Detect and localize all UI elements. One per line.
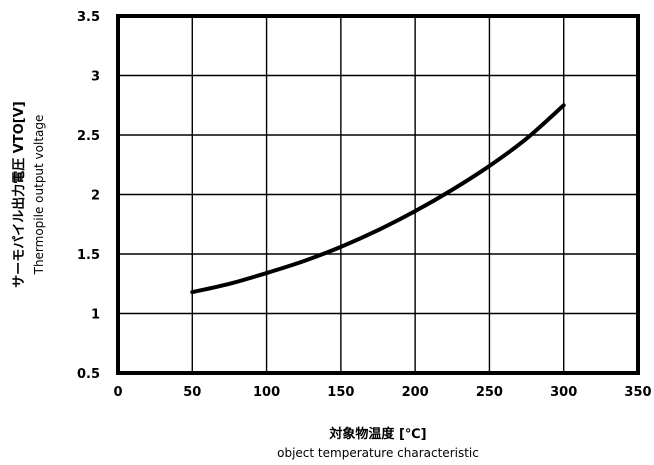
- x-tick-labels: 0 50 100 150 200 250 300 350: [113, 385, 651, 400]
- x-tick-label: 0: [113, 385, 122, 400]
- y-tick-label: 2: [91, 189, 100, 204]
- series-layer: [190, 103, 566, 295]
- y-axis-title: サーモパイル出力電圧 VTO[V]: [11, 101, 27, 287]
- y-tick-labels: 0.5 1 1.5 2 2.5 3 3.5: [77, 10, 100, 382]
- x-tick-label: 150: [327, 385, 354, 400]
- x-tick-label: 250: [476, 385, 503, 400]
- plot-frame: [116, 14, 640, 375]
- y-tick-label: 3: [91, 70, 100, 85]
- x-tick-label: 50: [183, 385, 201, 400]
- grid: [118, 16, 638, 373]
- series-line-0: [190, 103, 566, 295]
- x-tick-label: 100: [253, 385, 280, 400]
- x-axis-title: 対象物温度 [℃]: [328, 426, 426, 442]
- y-tick-label: 2.5: [77, 129, 100, 144]
- y-tick-label: 3.5: [77, 10, 100, 25]
- y-tick-label: 1.5: [77, 248, 100, 263]
- x-tick-label: 300: [550, 385, 577, 400]
- y-axis-subtitle: Thermopile output voltage: [32, 115, 46, 276]
- x-axis-subtitle: object temperature characteristic: [277, 446, 479, 460]
- x-tick-label: 350: [624, 385, 651, 400]
- y-tick-label: 0.5: [77, 367, 100, 382]
- y-tick-label: 1: [91, 308, 100, 323]
- x-tick-label: 200: [402, 385, 429, 400]
